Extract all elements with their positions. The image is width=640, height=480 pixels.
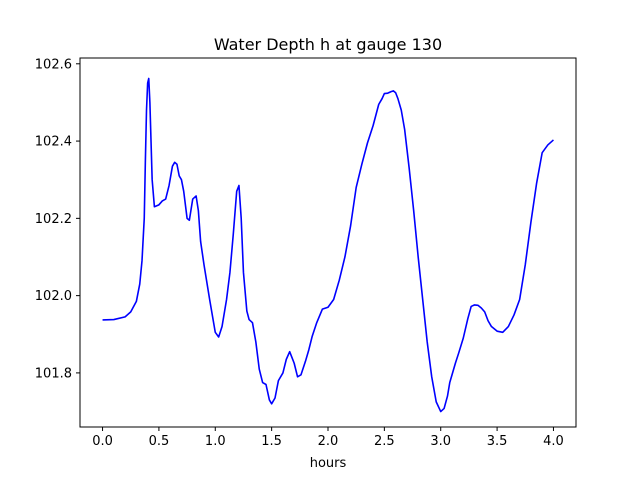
chart-title: Water Depth h at gauge 130 [214,35,442,54]
y-tick-label: 102.0 [35,289,72,304]
x-axis-label: hours [310,456,347,471]
series-layer [102,77,554,413]
y-tick-label: 102.4 [35,135,72,150]
y-tick-label: 102.6 [35,57,72,72]
x-tick-label: 0.5 [149,434,170,449]
plot-area [80,58,576,427]
x-tick-label: 1.0 [205,434,226,449]
y-tick-label: 101.8 [35,366,72,381]
x-tick-label: 2.0 [318,434,339,449]
x-tick-label: 2.5 [374,434,395,449]
y-tick-label: 102.2 [35,212,72,227]
y-axis: 101.8 102.0 102.2 102.4 102.6 [35,57,80,381]
x-axis: 0.0 0.5 1.0 1.5 2.0 2.5 3.0 3.5 4.0 [92,427,564,449]
series-line-0 [102,77,554,413]
x-tick-label: 4.0 [543,434,564,449]
x-tick-label: 0.0 [92,434,113,449]
x-tick-label: 3.5 [487,434,508,449]
x-tick-label: 3.0 [430,434,451,449]
x-tick-label: 1.5 [261,434,282,449]
